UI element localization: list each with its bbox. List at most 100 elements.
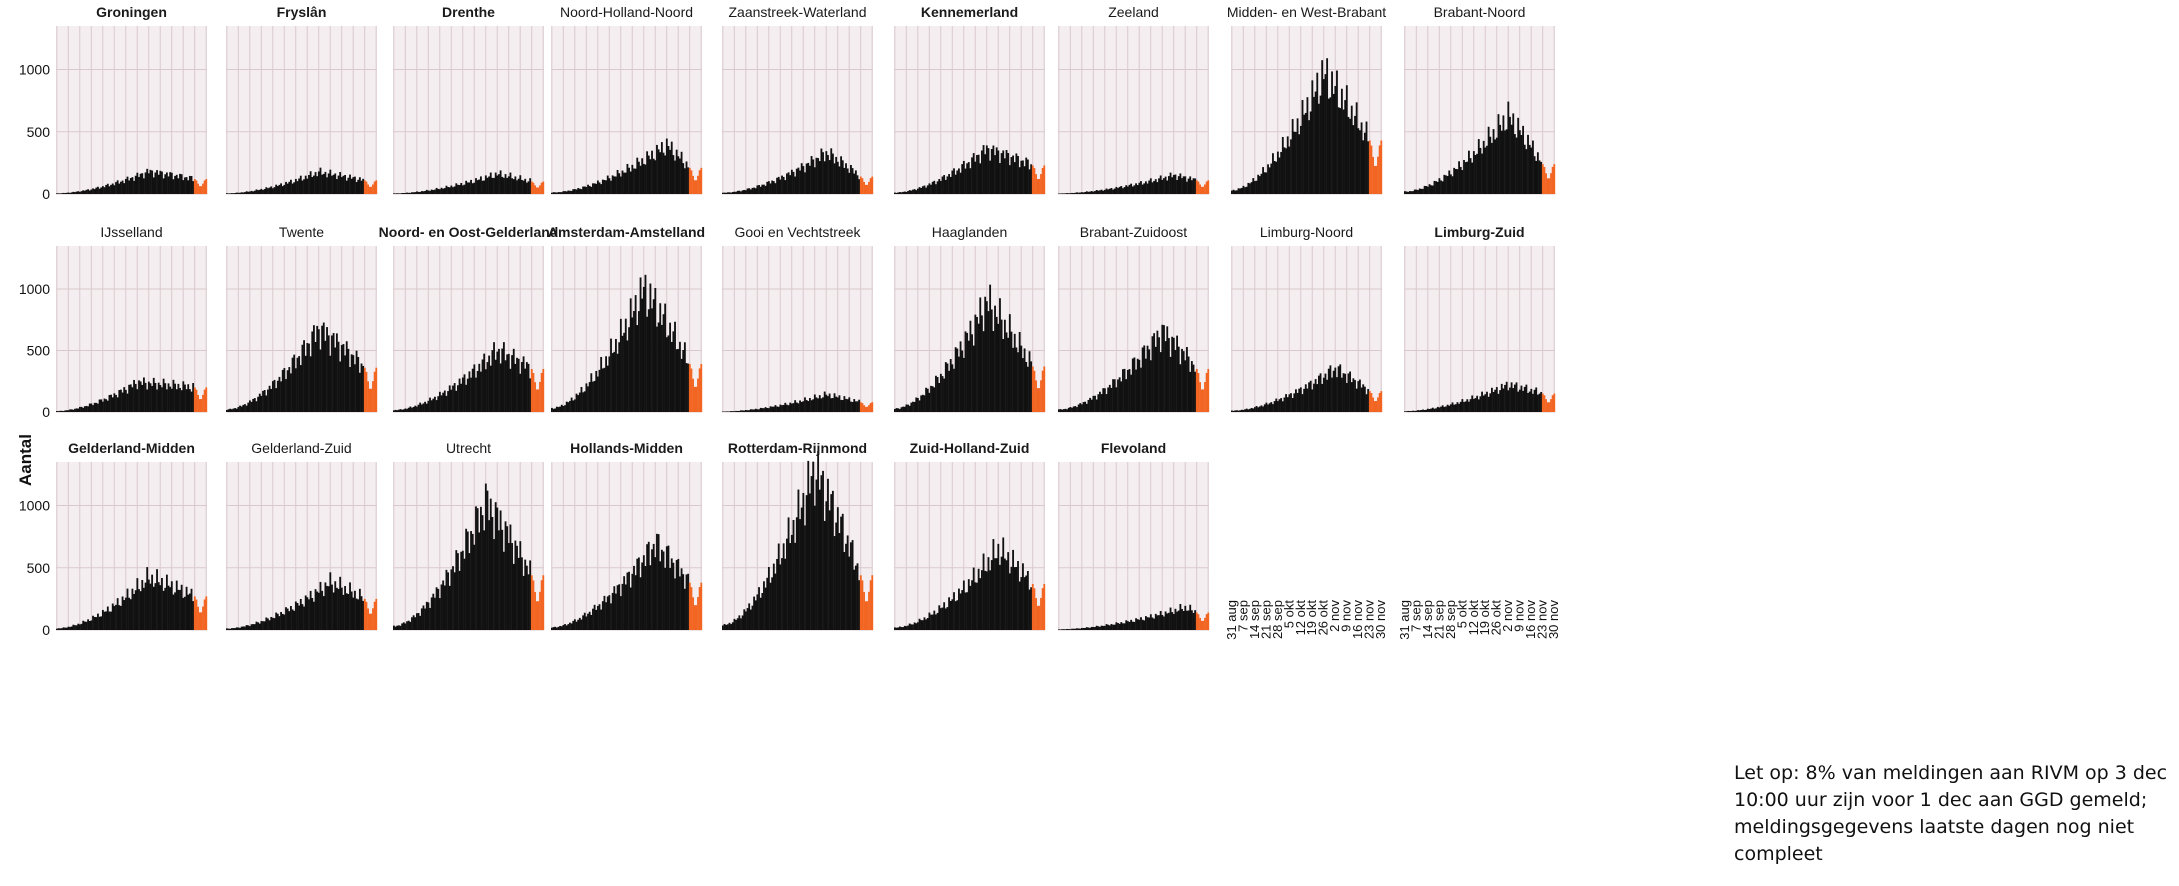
bar (859, 575, 862, 630)
bar (794, 542, 797, 630)
bar (415, 613, 418, 630)
bar (1113, 379, 1116, 412)
bar (445, 395, 448, 412)
bar (1107, 189, 1110, 194)
bar (373, 181, 376, 194)
bar (1069, 193, 1072, 194)
bar (659, 152, 662, 194)
bar (900, 192, 903, 194)
panel-title: Limburg-Noord (1260, 224, 1353, 240)
bar (782, 543, 785, 630)
bar (1126, 621, 1129, 630)
bar (118, 390, 121, 412)
bar (146, 567, 149, 630)
bar (846, 168, 849, 194)
bar (1123, 623, 1126, 630)
bar (473, 182, 476, 194)
bar (519, 175, 522, 194)
bar (953, 168, 955, 194)
bar (1319, 373, 1322, 412)
bar (88, 403, 91, 412)
bar (551, 192, 553, 194)
bar (1360, 387, 1363, 412)
bar (442, 580, 445, 630)
bar (1197, 181, 1200, 194)
bar (698, 368, 701, 412)
bar (1504, 384, 1506, 412)
bar (669, 322, 672, 412)
bar (1169, 607, 1172, 630)
bar (1012, 549, 1015, 630)
bar (1064, 408, 1067, 412)
bar (1453, 404, 1456, 412)
bar (1303, 388, 1306, 412)
bar (1280, 151, 1283, 194)
bar (789, 402, 792, 412)
bar (450, 569, 453, 630)
bar (1267, 164, 1269, 194)
bar (1510, 124, 1513, 194)
bar (1028, 169, 1031, 194)
bar (425, 189, 428, 194)
bar (856, 563, 859, 630)
bar (1477, 399, 1480, 412)
bar (1253, 407, 1256, 412)
bar (358, 372, 361, 412)
bar (105, 611, 108, 630)
bar (665, 138, 668, 194)
bar (774, 183, 777, 194)
bar (851, 168, 854, 194)
bar (324, 340, 327, 412)
bar (1359, 130, 1361, 194)
bar (139, 591, 142, 630)
bar (665, 546, 668, 630)
bar (1370, 393, 1373, 412)
bar (1285, 394, 1287, 412)
bar (1067, 407, 1070, 412)
bar (807, 460, 810, 630)
bar (799, 400, 801, 412)
bar (532, 182, 535, 194)
bar (573, 399, 576, 412)
bar (1352, 378, 1355, 412)
bar (1314, 91, 1317, 194)
bar (283, 614, 286, 630)
bar (476, 508, 479, 630)
bar (1258, 176, 1261, 194)
bar (255, 189, 258, 194)
bar (633, 311, 635, 412)
bar (1267, 404, 1269, 412)
bar (1494, 139, 1497, 194)
bar (1454, 404, 1457, 412)
bar (1035, 598, 1037, 630)
bar (1257, 407, 1260, 412)
bar (616, 353, 619, 412)
bar (930, 184, 932, 194)
bar (1040, 174, 1042, 194)
bar (319, 581, 322, 630)
bar (1113, 188, 1116, 194)
bar (1443, 406, 1446, 412)
bar (138, 380, 140, 412)
bar (1242, 409, 1245, 412)
bar (1250, 182, 1253, 194)
bar (1543, 166, 1546, 194)
bar (161, 387, 163, 412)
bar (807, 162, 810, 194)
bar (601, 368, 604, 412)
bar (1085, 403, 1088, 412)
bar (200, 186, 203, 194)
bar (190, 391, 193, 412)
bar (139, 381, 142, 412)
bar (293, 354, 296, 412)
bar (504, 174, 507, 194)
bar (835, 522, 838, 630)
data-note: Let op: 8% van meldingen aan RIVM op 3 d… (1734, 762, 2168, 865)
bar (124, 389, 127, 412)
bar (363, 180, 366, 194)
bar (804, 397, 806, 412)
bar (657, 149, 660, 194)
bar (1515, 137, 1518, 194)
bar (1120, 622, 1123, 630)
bar (580, 386, 583, 412)
